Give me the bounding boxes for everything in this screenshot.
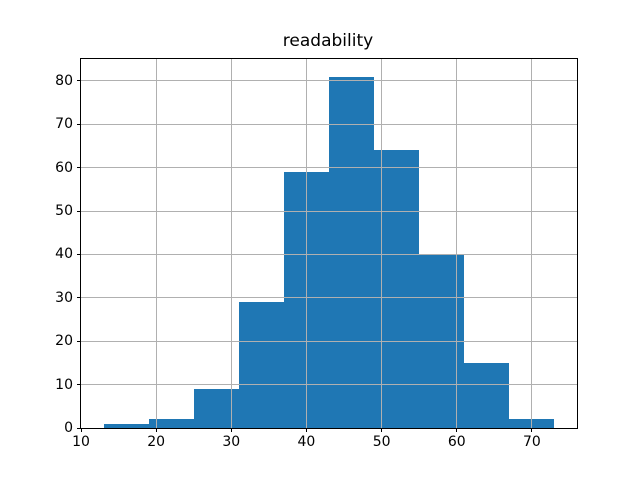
gridline-horizontal [81, 253, 577, 255]
gridline-horizontal [81, 297, 577, 299]
x-tick-label: 60 [447, 434, 466, 450]
x-tick-mark [155, 428, 157, 432]
y-tick-mark [77, 427, 81, 429]
plot-area: 10 20 30 40 50 60 70 0 10 20 30 40 50 60 70 80 [55, 58, 578, 449]
y-tick-mark [77, 210, 81, 212]
gridline-horizontal [81, 210, 577, 212]
y-tick-label: 20 [55, 333, 73, 350]
x-tick-mark [381, 428, 383, 432]
gridline-horizontal [81, 80, 577, 82]
gridline-vertical [381, 59, 383, 428]
histogram-bar [464, 362, 510, 428]
x-axis: 10 20 30 40 50 60 70 [72, 59, 577, 449]
y-axis: 0 10 20 30 40 50 60 70 80 [55, 59, 577, 435]
gridline-horizontal [81, 167, 577, 169]
x-tick-label: 50 [372, 434, 391, 450]
x-tick-label: 30 [222, 434, 241, 450]
y-tick-label: 60 [55, 159, 73, 176]
y-tick-mark [77, 80, 81, 82]
x-tick-label: 20 [147, 434, 166, 450]
histogram-bar [329, 76, 375, 428]
gridline-horizontal [81, 123, 577, 125]
y-tick-mark [77, 123, 81, 125]
x-tick-mark [80, 428, 82, 432]
x-tick-mark [531, 428, 533, 432]
x-tick-mark [230, 428, 232, 432]
y-tick-label: 40 [55, 246, 73, 263]
histogram-bar [148, 419, 194, 428]
y-tick-mark [77, 253, 81, 255]
gridlines [81, 59, 577, 428]
x-tick-label: 10 [72, 434, 90, 450]
y-tick-label: 30 [55, 289, 73, 306]
x-tick-mark [305, 428, 307, 432]
x-tick-label: 40 [297, 434, 316, 450]
x-tick-mark [456, 428, 458, 432]
gridline-horizontal [81, 340, 577, 342]
gridline-vertical [531, 59, 533, 428]
gridline-vertical [230, 59, 232, 428]
y-tick-mark [77, 340, 81, 342]
gridline-vertical [456, 59, 458, 428]
y-tick-label: 80 [55, 72, 73, 89]
histogram-bar [238, 302, 284, 428]
y-tick-mark [77, 297, 81, 299]
y-tick-label: 0 [64, 420, 73, 436]
y-tick-label: 50 [55, 203, 73, 220]
gridline-vertical [305, 59, 307, 428]
y-tick-mark [77, 384, 81, 386]
chart-title: readability [282, 31, 374, 51]
gridline-vertical [155, 59, 157, 428]
x-tick-label: 70 [522, 434, 541, 450]
y-tick-label: 10 [55, 376, 73, 393]
y-tick-label: 70 [55, 116, 73, 133]
y-tick-mark [77, 167, 81, 169]
histogram-bar [103, 423, 149, 428]
gridline-horizontal [81, 384, 577, 386]
